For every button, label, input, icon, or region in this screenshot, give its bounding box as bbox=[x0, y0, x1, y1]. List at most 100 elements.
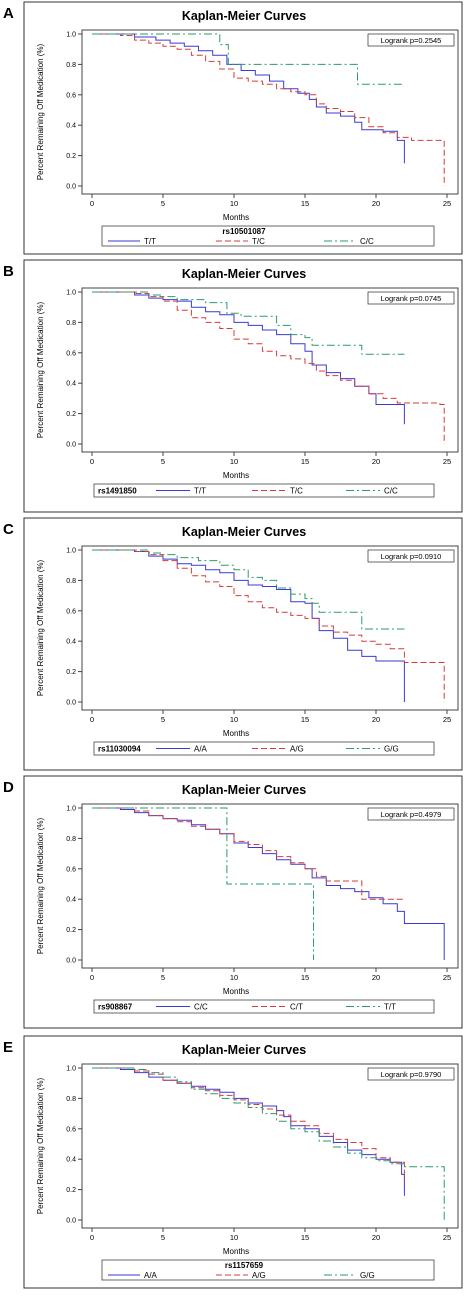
legend-label: T/T bbox=[144, 237, 156, 246]
x-tick-label: 5 bbox=[161, 973, 165, 982]
series-line-a-g bbox=[92, 549, 445, 702]
logrank-box bbox=[367, 291, 455, 305]
panel-frame bbox=[23, 1035, 463, 1289]
x-tick-label: 15 bbox=[301, 457, 309, 466]
x-tick-label: 10 bbox=[230, 1233, 238, 1242]
x-tick-label: 20 bbox=[372, 973, 380, 982]
y-tick-label: 0.2 bbox=[66, 153, 76, 160]
y-tick-label: 1.0 bbox=[66, 806, 76, 813]
x-tick-label: 15 bbox=[301, 973, 309, 982]
legend-label: C/C bbox=[360, 237, 374, 246]
y-tick-label: 0.8 bbox=[66, 62, 76, 69]
y-tick-label: 0.6 bbox=[66, 608, 76, 615]
x-tick-label: 0 bbox=[90, 715, 94, 724]
y-tick-label: 0.2 bbox=[66, 1187, 76, 1194]
plot-area bbox=[81, 545, 459, 711]
series-line-c-t bbox=[92, 807, 405, 900]
x-tick-label: 25 bbox=[443, 715, 451, 724]
y-tick-label: 0.4 bbox=[66, 381, 76, 388]
y-axis-label: Percent Remaining Off Medication (%) bbox=[36, 559, 45, 696]
y-tick-label: 1.0 bbox=[66, 32, 76, 39]
y-tick-label: 0.4 bbox=[66, 123, 76, 130]
chart-panel-b: B Kaplan-Meier Curves 0.0 0.2 0.4 0.6 0.8 1.0 0 5… bbox=[3, 259, 463, 513]
x-tick-label: 0 bbox=[90, 1233, 94, 1242]
legend-label: T/C bbox=[252, 237, 265, 246]
series-line-c-c bbox=[92, 33, 405, 85]
plot-area bbox=[81, 287, 459, 453]
panel-frame bbox=[23, 517, 463, 771]
y-tick-label: 0.6 bbox=[66, 92, 76, 99]
legend-label: A/A bbox=[194, 745, 208, 754]
x-tick-label: 25 bbox=[443, 457, 451, 466]
x-tick-label: 20 bbox=[372, 457, 380, 466]
x-tick-label: 0 bbox=[90, 199, 94, 208]
x-tick-label: 20 bbox=[372, 1233, 380, 1242]
chart-title: Kaplan-Meier Curves bbox=[182, 783, 306, 797]
chart-title: Kaplan-Meier Curves bbox=[182, 1043, 306, 1057]
x-tick-label: 5 bbox=[161, 199, 165, 208]
panel-frame bbox=[23, 775, 463, 1029]
y-tick-label: 0.8 bbox=[66, 578, 76, 585]
x-tick-label: 10 bbox=[230, 457, 238, 466]
legend-label: C/C bbox=[194, 1003, 208, 1012]
legend-title: rs11030094 bbox=[98, 745, 141, 754]
chart-panel-e: E Kaplan-Meier Curves 0.0 0.2 0.4 0.6 0.8 1.0 0 5… bbox=[3, 1035, 463, 1289]
legend-label: A/G bbox=[290, 745, 304, 754]
x-tick-label: 25 bbox=[443, 1233, 451, 1242]
chart-title: Kaplan-Meier Curves bbox=[182, 9, 306, 23]
panel-frame bbox=[23, 259, 463, 513]
logrank-box bbox=[367, 1067, 455, 1081]
logrank-annotation: Logrank p=0.2545 bbox=[381, 36, 442, 45]
x-axis-label: Months bbox=[223, 1247, 249, 1256]
y-axis-label: Percent Remaining Off Medication (%) bbox=[36, 817, 45, 954]
y-axis-label: Percent Remaining Off Medication (%) bbox=[36, 301, 45, 438]
x-tick-label: 5 bbox=[161, 457, 165, 466]
legend-label: A/G bbox=[252, 1271, 266, 1280]
x-tick-label: 0 bbox=[90, 457, 94, 466]
series-line-t-c bbox=[92, 291, 445, 444]
legend-label: T/T bbox=[194, 487, 206, 496]
legend-title: rs1491850 bbox=[98, 487, 137, 496]
x-tick-label: 15 bbox=[301, 199, 309, 208]
x-tick-label: 25 bbox=[443, 973, 451, 982]
y-tick-label: 0.0 bbox=[66, 1218, 76, 1225]
x-tick-label: 10 bbox=[230, 199, 238, 208]
plot-area bbox=[81, 29, 459, 195]
panel-letter: C bbox=[3, 521, 14, 538]
x-axis-label: Months bbox=[223, 987, 249, 996]
panel-letter: B bbox=[3, 263, 14, 280]
legend-title: rs1157659 bbox=[225, 1261, 264, 1270]
logrank-box bbox=[367, 807, 455, 821]
x-tick-label: 25 bbox=[443, 199, 451, 208]
y-tick-label: 0.6 bbox=[66, 866, 76, 873]
series-line-t-t bbox=[92, 33, 405, 164]
y-tick-label: 1.0 bbox=[66, 290, 76, 297]
y-tick-label: 0.8 bbox=[66, 320, 76, 327]
logrank-annotation: Logrank p=0.9790 bbox=[381, 1070, 442, 1079]
y-tick-label: 0.8 bbox=[66, 836, 76, 843]
series-line-g-g bbox=[92, 549, 405, 630]
chart-panel-c: C Kaplan-Meier Curves 0.0 0.2 0.4 0.6 0.8 1.0 0 5… bbox=[3, 517, 463, 771]
chart-panel-d: D Kaplan-Meier Curves 0.0 0.2 0.4 0.6 0.8 1.0 0 5… bbox=[3, 775, 463, 1029]
logrank-annotation: Logrank p=0.0745 bbox=[381, 294, 442, 303]
y-tick-label: 0.4 bbox=[66, 897, 76, 904]
y-tick-label: 0.2 bbox=[66, 669, 76, 676]
plot-area bbox=[81, 803, 459, 969]
plot-area bbox=[81, 1063, 459, 1229]
legend-label: T/T bbox=[384, 1003, 396, 1012]
panel-letter: E bbox=[3, 1039, 13, 1056]
panel-frame bbox=[23, 1, 463, 255]
x-tick-label: 10 bbox=[230, 973, 238, 982]
chart-panel-a: A Kaplan-Meier Curves 0.0 0.2 0.4 0.6 0.8 1.0 0 5… bbox=[3, 1, 463, 255]
y-tick-label: 0.6 bbox=[66, 1126, 76, 1133]
y-tick-label: 0.0 bbox=[66, 700, 76, 707]
x-axis-label: Months bbox=[223, 729, 249, 738]
legend-label: C/C bbox=[384, 487, 398, 496]
panel-letter: D bbox=[3, 779, 14, 796]
x-tick-label: 15 bbox=[301, 1233, 309, 1242]
y-tick-label: 0.4 bbox=[66, 639, 76, 646]
legend-label: G/G bbox=[360, 1271, 375, 1280]
chart-title: Kaplan-Meier Curves bbox=[182, 525, 306, 539]
y-tick-label: 0.0 bbox=[66, 958, 76, 965]
